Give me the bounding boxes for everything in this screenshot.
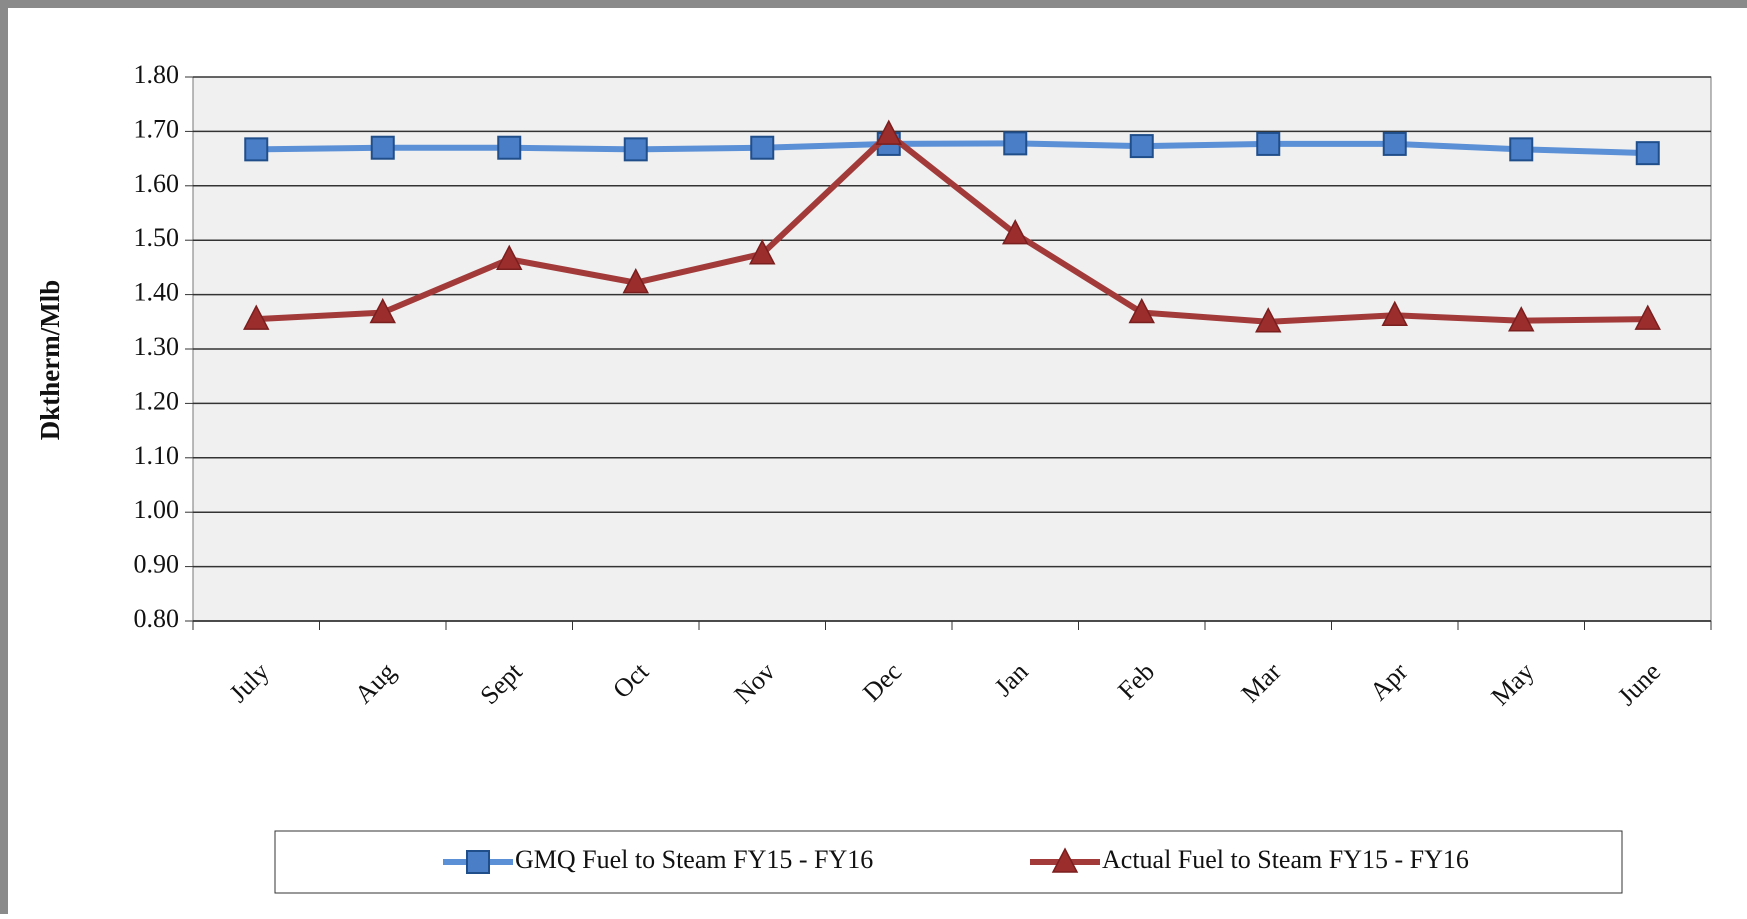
data-point [370,135,395,160]
y-tick-label: 1.60 [134,169,180,198]
legend-label: Actual Fuel to Steam FY15 - FY16 [1102,845,1469,874]
series-line [256,140,1648,157]
data-point [1129,134,1154,159]
data-point [1509,137,1534,162]
data-point [243,304,270,330]
y-axis-label: Dktherm/Mlb [35,280,65,440]
y-tick-label: 1.40 [134,278,180,307]
data-point [1508,306,1535,332]
y-tick-label: 1.50 [134,223,180,252]
data-point [369,297,396,324]
data-point [623,137,648,162]
data-point [244,137,269,162]
legend-marker [1051,847,1079,873]
y-tick-label: 1.10 [134,441,180,470]
data-point [875,119,902,145]
data-point [1634,304,1661,330]
legend-marker [466,850,490,874]
data-point [749,239,776,265]
data-point [497,135,522,160]
y-tick-label: 1.80 [134,60,180,89]
data-point [1128,297,1155,324]
data-point [1003,131,1028,156]
data-point [1381,300,1408,327]
legend-label: GMQ Fuel to Steam FY15 - FY16 [515,845,873,874]
y-tick-label: 1.30 [134,332,180,361]
series-line [256,130,1648,325]
y-tick-label: 0.90 [134,550,180,579]
y-tick-label: 1.20 [134,386,180,415]
y-tick-label: 1.00 [134,495,180,524]
y-tick-label: 0.80 [134,604,180,633]
data-point [1002,219,1029,245]
y-tick-label: 1.70 [134,114,180,143]
data-point [1635,141,1660,166]
data-point [496,244,523,270]
data-point [1255,307,1282,333]
data-point [1256,131,1281,156]
data-point [1382,131,1407,156]
data-point [622,268,649,294]
data-point [750,135,775,160]
